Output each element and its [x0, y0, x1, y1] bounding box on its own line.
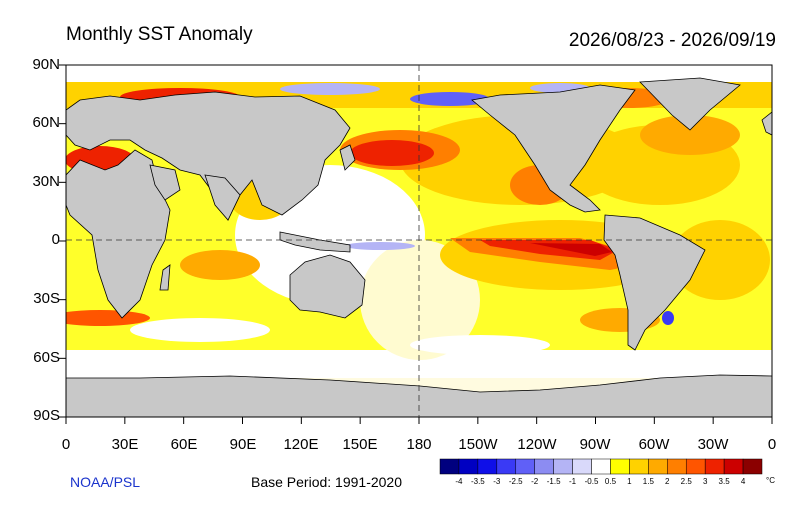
lon-label: 120E [283, 436, 319, 453]
colorbar-unit: °C [766, 476, 775, 485]
arabia [149, 164, 181, 201]
colorbar-swatch [704, 458, 725, 475]
colorbar-swatch [648, 458, 668, 475]
base-period-label: Base Period: 1991-2020 [251, 474, 402, 490]
madagascar [159, 264, 171, 291]
colorbar-swatch [667, 458, 687, 475]
colorbar-swatch [515, 458, 535, 475]
colorbar-swatch [439, 458, 460, 475]
lon-label: 90W [579, 436, 611, 453]
greenland [639, 77, 741, 131]
credit-label: NOAA/PSL [70, 474, 141, 490]
australia [289, 254, 366, 319]
lat-label: 30N [32, 173, 60, 190]
eurasia [66, 91, 351, 221]
colorbar-tick-label: -3 [493, 477, 501, 486]
lon-label: 0 [767, 436, 777, 453]
colorbar-tick-label: -2 [531, 477, 539, 486]
colorbar-swatch [458, 458, 479, 475]
colorbar-tick-label: -2.5 [508, 477, 523, 486]
colorbar-tick-label: -1.5 [546, 477, 561, 486]
colorbar-swatch [496, 458, 517, 475]
colorbar-swatch [610, 458, 630, 475]
colorbar [439, 458, 763, 475]
axis-ticks [59, 64, 773, 424]
lon-label: 60W [638, 436, 670, 453]
colorbar-swatch [572, 458, 592, 475]
map-title: Monthly SST Anomaly [66, 24, 253, 45]
north-america [471, 84, 636, 213]
colorbar-tick-label: -0.5 [584, 477, 599, 486]
lon-label: 0 [61, 436, 71, 453]
lon-label: 30E [111, 436, 139, 453]
colorbar-tick-label: -1 [569, 477, 577, 486]
colorbar-tick-label: -4 [455, 477, 463, 486]
south-america [603, 214, 706, 351]
colorbar-swatch [553, 458, 573, 475]
colorbar-tick-label: 2.5 [680, 477, 692, 486]
lat-label: 60S [33, 349, 60, 366]
colorbar-swatch [723, 458, 744, 475]
british-isles [761, 111, 772, 136]
colorbar-tick-label: 4 [740, 477, 746, 486]
colorbar-tick-label: 0.5 [604, 477, 617, 486]
lon-label: 120W [517, 436, 557, 453]
colorbar-tick-label: 3 [702, 477, 708, 486]
japan [339, 144, 356, 171]
colorbar-tick-label: 1 [627, 477, 632, 486]
lat-label: 90N [32, 56, 60, 73]
colorbar-tick-label: 3.5 [718, 477, 730, 486]
colorbar-tick-label: -3.5 [470, 477, 485, 486]
lon-label: 150E [342, 436, 378, 453]
lon-label: 60E [170, 436, 198, 453]
lat-label: 30S [33, 290, 60, 307]
colorbar-tick-label: 2 [665, 477, 670, 486]
colorbar-swatch [591, 458, 611, 475]
india-peninsula [204, 174, 241, 221]
colorbar-swatch [685, 458, 706, 475]
indonesia [279, 231, 351, 253]
colorbar-swatch [629, 458, 649, 475]
africa [66, 149, 171, 319]
colorbar-swatch [477, 458, 498, 475]
lat-label: 90S [33, 407, 60, 424]
lat-label: 0 [51, 231, 60, 248]
colorbar-tick-label: 1.5 [642, 477, 654, 486]
lon-label: 30W [697, 436, 729, 453]
lon-label: 90E [229, 436, 257, 453]
lon-label: 150W [458, 436, 498, 453]
colorbar-swatch [742, 458, 763, 475]
lat-label: 60N [32, 114, 60, 131]
land-masses [66, 77, 772, 417]
lon-label: 180 [406, 436, 432, 453]
date-range: 2026/08/23 - 2026/09/19 [568, 30, 776, 51]
colorbar-swatch [534, 458, 554, 475]
